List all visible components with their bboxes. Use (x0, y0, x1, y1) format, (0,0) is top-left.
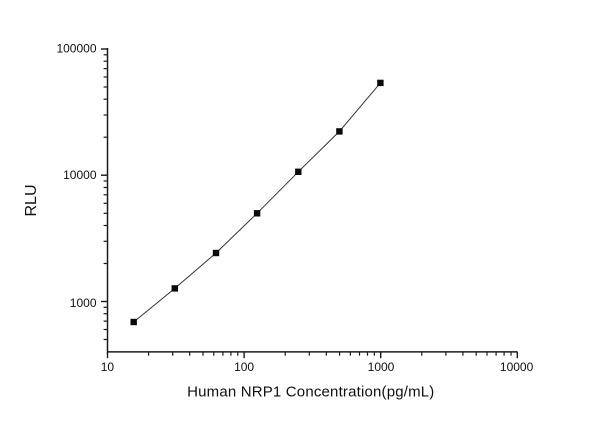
svg-text:Human NRP1 Concentration(pg/mL: Human NRP1 Concentration(pg/mL) (187, 384, 434, 401)
svg-text:RLU: RLU (23, 184, 40, 216)
svg-text:10000: 10000 (63, 168, 97, 182)
svg-text:10: 10 (101, 360, 115, 374)
svg-text:100000: 100000 (56, 42, 96, 56)
svg-text:1000: 1000 (70, 296, 97, 310)
svg-text:1000: 1000 (368, 360, 395, 374)
svg-text:100: 100 (234, 360, 254, 374)
svg-text:10000: 10000 (500, 360, 534, 374)
